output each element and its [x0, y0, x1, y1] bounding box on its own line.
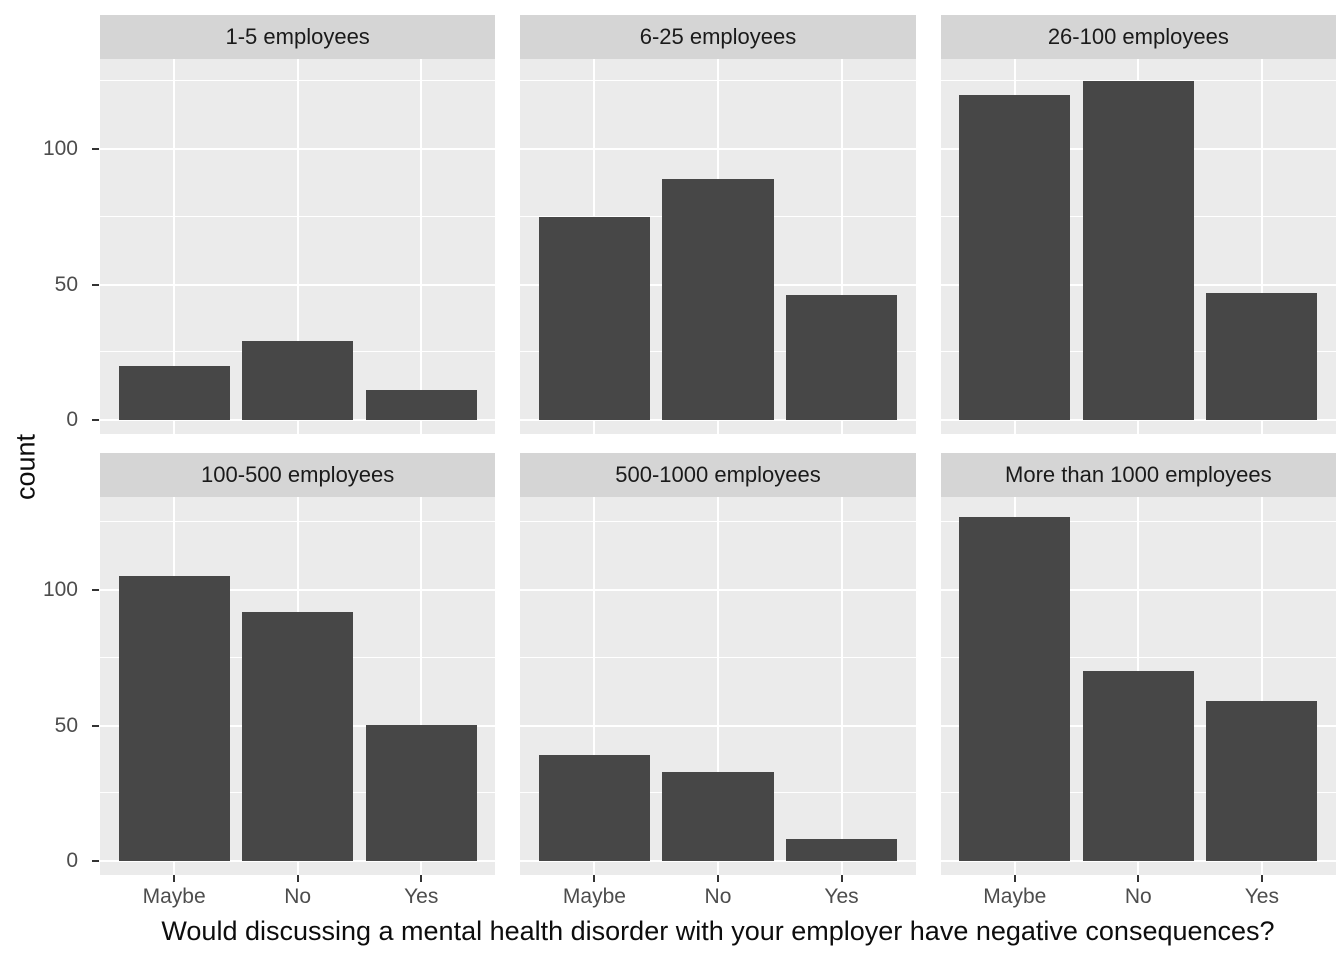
gridline-major-vertical [1260, 497, 1263, 875]
x-tick-label-no: No [1124, 885, 1152, 908]
facet-grid: 1-5 employees 6-25 employees 26-100 employ… [100, 15, 1336, 908]
facet-strip-label: 500-1000 employees [520, 453, 916, 497]
bar-no [662, 772, 774, 861]
x-tick-mark [420, 875, 423, 882]
x-tick-label-yes: Yes [824, 885, 859, 908]
y-tick-mark [92, 860, 99, 862]
bar-maybe [959, 95, 1071, 420]
y-tick-label: 50 [54, 713, 78, 737]
x-tick-label-maybe: Maybe [142, 885, 206, 908]
bar-maybe [538, 217, 651, 420]
gridline-major-vertical [296, 59, 299, 434]
x-tick-mark [296, 875, 299, 882]
x-tick-mark [840, 875, 843, 882]
y-axis-title: count [10, 433, 41, 501]
facet-more-than-1000-employees: More than 1000 employees Maybe No Yes [940, 453, 1336, 908]
gridline-major-vertical [1260, 59, 1263, 434]
y-tick-label: 0 [66, 408, 78, 431]
y-tick-mark [92, 283, 99, 286]
facet-panel [520, 59, 916, 434]
facet-strip-label: 6-25 employees [520, 15, 916, 59]
y-tick-mark [92, 419, 99, 421]
facet-26-100-employees: 26-100 employees [940, 15, 1336, 434]
y-tick-label: 100 [42, 137, 78, 160]
bar-yes [1206, 701, 1318, 861]
x-axis-title: Would discussing a mental health disorde… [161, 916, 1275, 946]
gridline-major-vertical [420, 497, 423, 875]
facet-panel [940, 497, 1336, 875]
bar-yes [365, 390, 477, 420]
facet-1-5-employees: 1-5 employees [100, 15, 496, 434]
x-tick-mark [716, 875, 719, 882]
facet-strip-label: 100-500 employees [100, 453, 496, 497]
facet-500-1000-employees: 500-1000 employees Maybe No Yes [520, 453, 916, 908]
facet-panel [100, 497, 496, 875]
bar-no [242, 341, 354, 420]
bar-yes [785, 295, 898, 420]
x-tick-label-maybe: Maybe [983, 885, 1047, 908]
y-tick-mark [92, 589, 99, 591]
gridline-major-vertical [840, 59, 843, 434]
y-tick-label: 100 [42, 578, 78, 601]
gridline-major-vertical [593, 497, 596, 875]
y-tick-label: 0 [66, 849, 78, 872]
facet-strip-label: 1-5 employees [100, 15, 496, 59]
bar-no [1082, 81, 1194, 420]
bar-maybe [118, 576, 230, 861]
facet-panel [100, 59, 496, 434]
gridline-major-vertical [420, 59, 423, 434]
x-tick-label-no: No [704, 885, 732, 908]
bar-no [242, 612, 354, 861]
bar-no [662, 179, 774, 420]
x-tick-mark [593, 875, 596, 882]
y-tick-label: 50 [54, 272, 78, 296]
bar-yes [365, 725, 477, 861]
x-tick-label-maybe: Maybe [562, 885, 626, 908]
bar-maybe [118, 366, 230, 420]
x-tick-label-yes: Yes [404, 885, 439, 908]
facet-6-25-employees: 6-25 employees [520, 15, 916, 434]
gridline-major-vertical [173, 59, 176, 434]
facet-strip-label: 26-100 employees [940, 15, 1336, 59]
bar-maybe [959, 517, 1071, 861]
bar-yes [1206, 293, 1318, 420]
x-tick-mark [1013, 875, 1016, 882]
x-tick-mark [173, 875, 176, 882]
y-tick-mark [92, 724, 99, 727]
x-tick-label-yes: Yes [1244, 885, 1279, 908]
x-tick-label-no: No [284, 885, 312, 908]
facet-100-500-employees: 100-500 employees Maybe No Yes [100, 453, 496, 908]
bar-yes [785, 839, 898, 861]
x-tick-mark [1137, 875, 1140, 882]
facet-strip-label: More than 1000 employees [940, 453, 1336, 497]
facet-panel [940, 59, 1336, 434]
y-tick-mark [92, 148, 99, 150]
x-tick-mark [1260, 875, 1263, 882]
gridline-major-vertical [716, 497, 719, 875]
bar-maybe [538, 755, 651, 861]
facet-panel [520, 497, 916, 875]
gridline-major-vertical [840, 497, 843, 875]
bar-no [1082, 671, 1194, 861]
